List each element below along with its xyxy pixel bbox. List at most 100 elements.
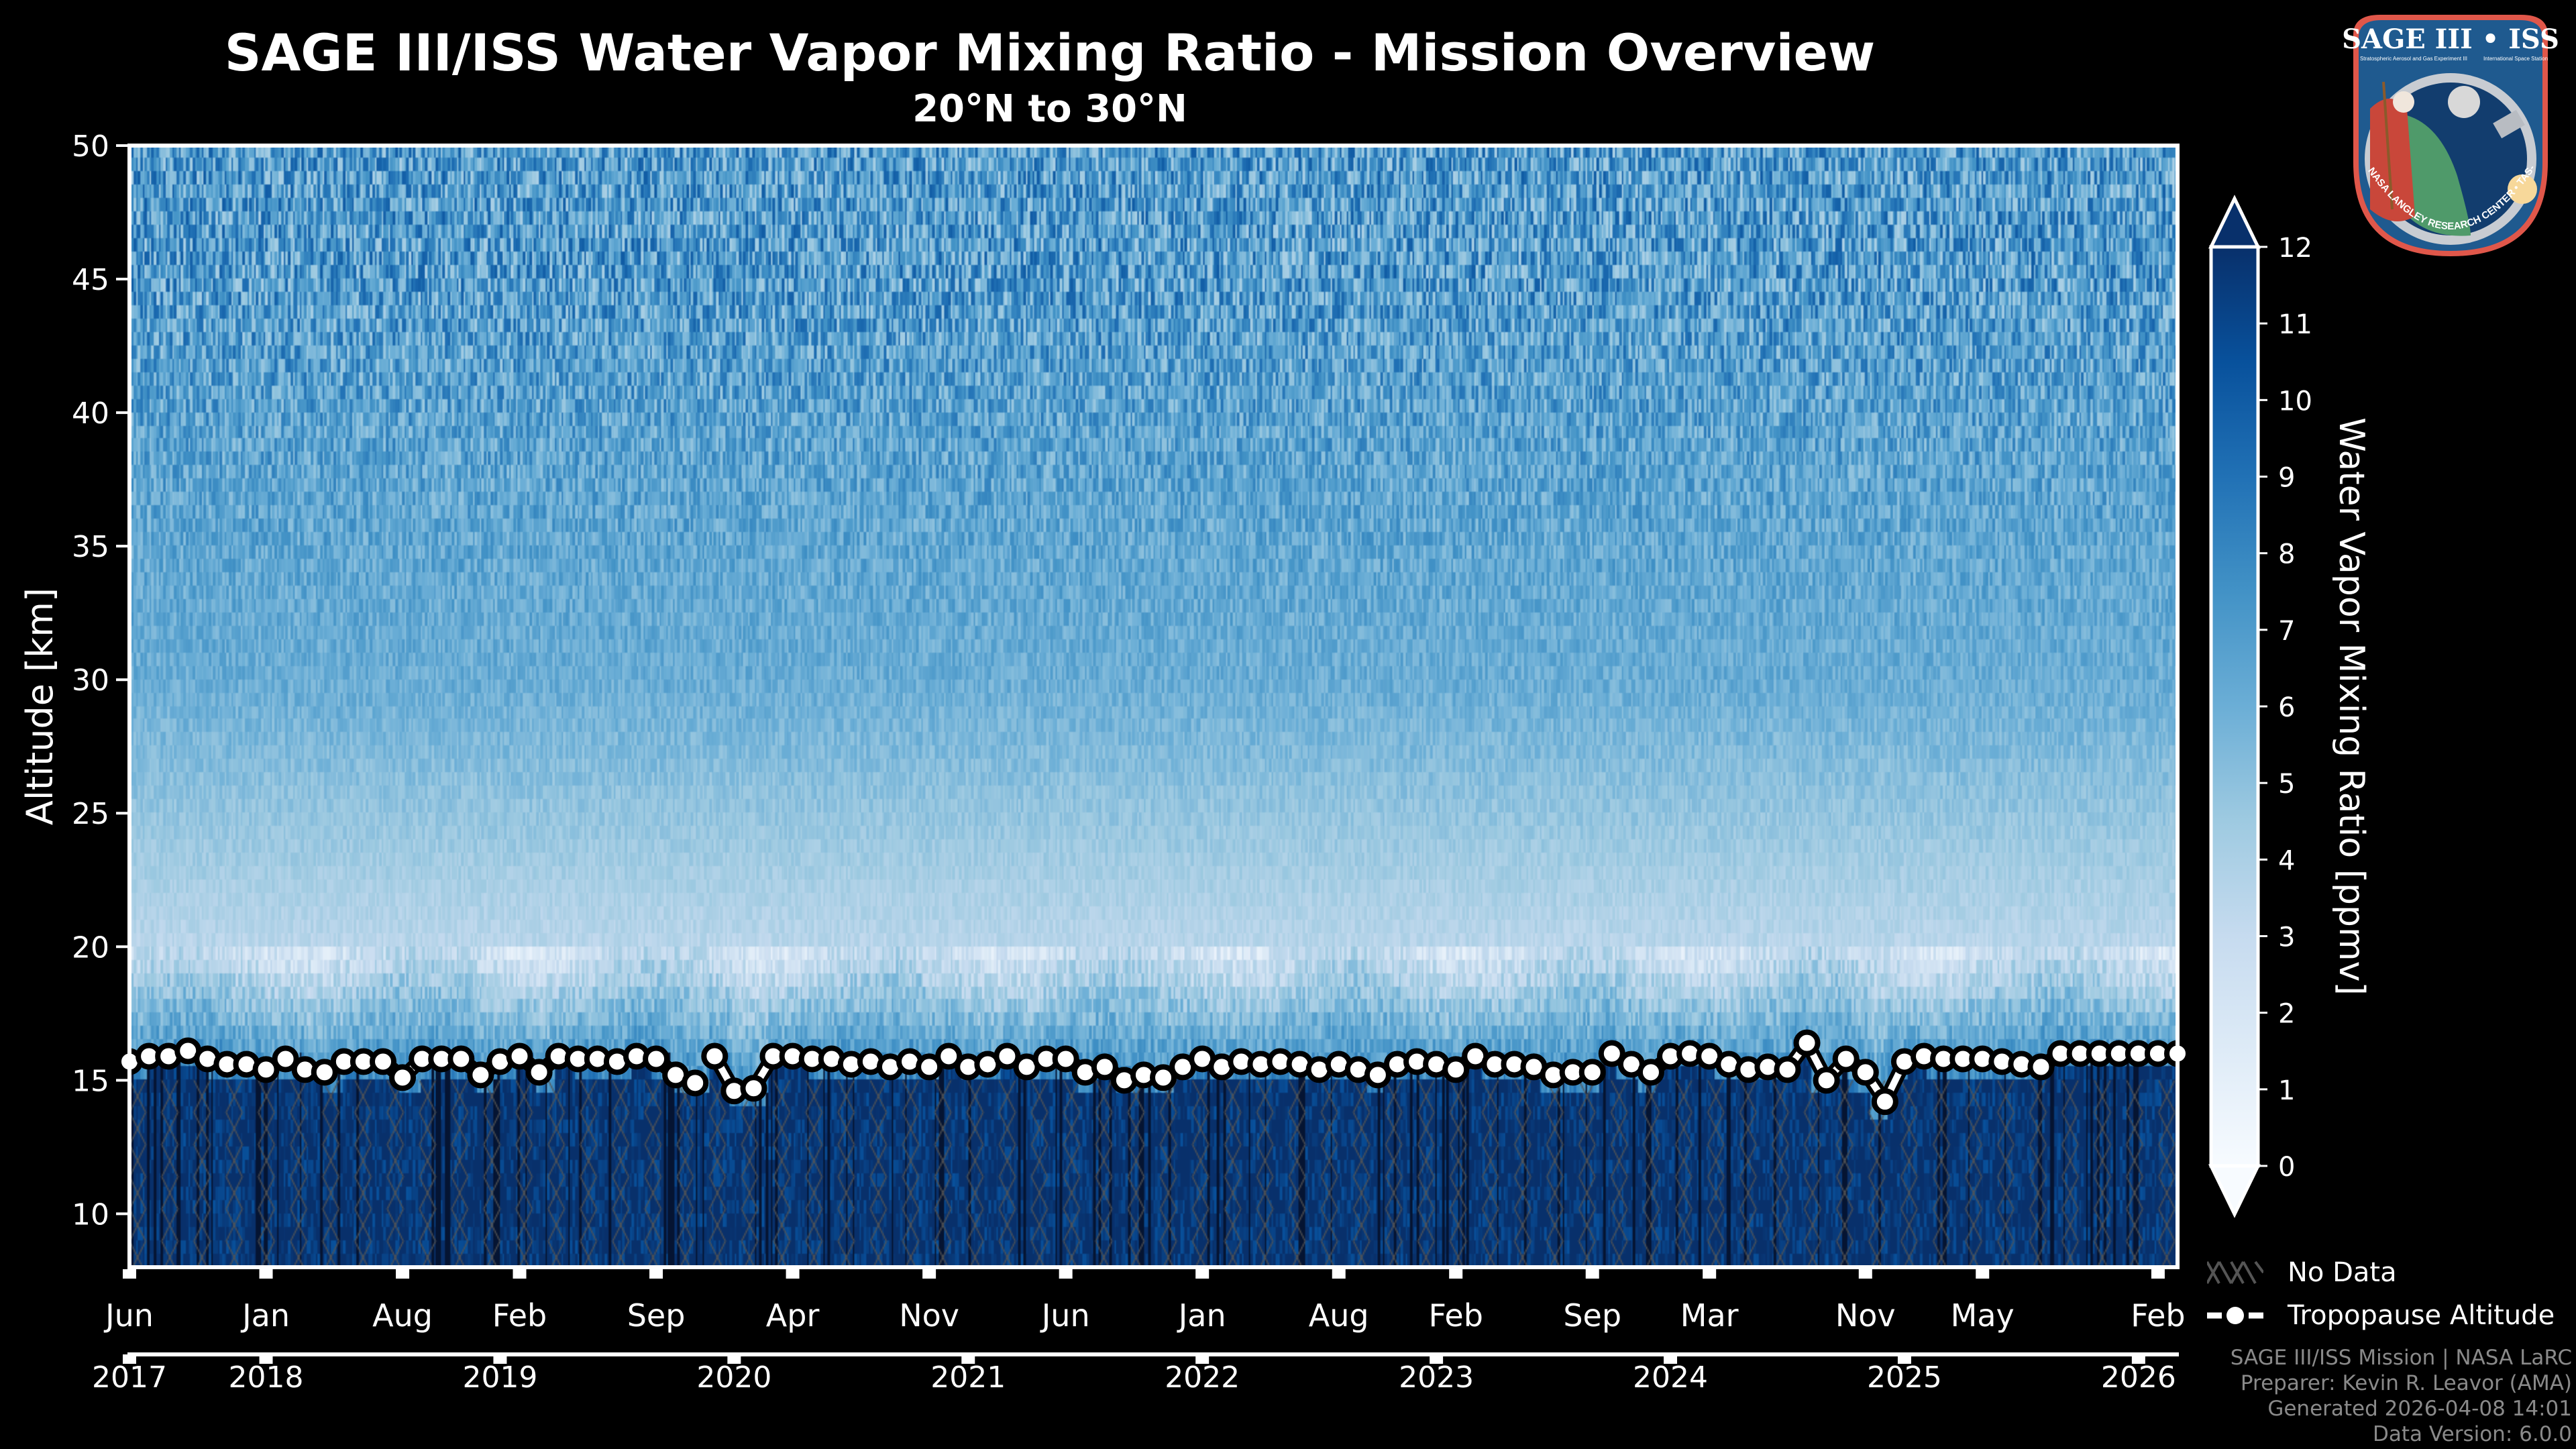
x-month-tick-mark [1976, 1269, 1990, 1279]
tropopause-point [643, 1045, 670, 1073]
x-month-tick-mark [396, 1269, 410, 1279]
colorbar-extend-max [2208, 195, 2261, 249]
x-month-tick-mark [786, 1269, 800, 1279]
logo-caption-left: Stratospheric Aerosol and Gas Experiment… [2360, 56, 2467, 62]
colorbar-tick-label: 8 [2278, 539, 2295, 570]
x-month-tick-label: Sep [627, 1297, 686, 1334]
x-year-tick-mark [727, 1354, 741, 1364]
footer-mission: SAGE III/ISS Mission | NASA LaRC [2230, 1346, 2572, 1370]
x-month-tick-label: Apr [766, 1297, 820, 1334]
logo-staff-icon [2382, 81, 2394, 210]
colorbar-gradient [2209, 245, 2260, 1168]
tropopause-point [1851, 1059, 1879, 1086]
tropopause-point [447, 1045, 475, 1073]
x-month-tick-label: Feb [492, 1297, 547, 1334]
x-year-tick-mark [493, 1354, 507, 1364]
y-tick-label: 25 [72, 797, 109, 831]
y-tick-label: 10 [72, 1197, 109, 1232]
y-tick-label: 45 [72, 263, 109, 297]
x-month-tick-mark [2151, 1269, 2165, 1279]
x-month-tick-mark [649, 1269, 663, 1279]
x-month-tick-label: Jun [1040, 1297, 1090, 1334]
y-tick-label: 15 [72, 1064, 109, 1098]
x-month-tick-label: Jun [103, 1297, 154, 1334]
tropopause-point [1832, 1045, 1860, 1073]
x-month-tick-label: Nov [1835, 1297, 1896, 1334]
x-month-tick-mark [1332, 1269, 1346, 1279]
colorbar-tick-label: 11 [2278, 309, 2312, 340]
logo-wizard-head-icon [2393, 91, 2414, 113]
y-axis: 10 15 20 25 30 35 40 45 50 [72, 129, 127, 1232]
tropopause-point [1793, 1029, 1821, 1057]
tropopause-point [252, 1056, 280, 1083]
tropopause-point [1598, 1040, 1625, 1067]
logo-moon-icon [2448, 86, 2480, 118]
x-month-tick-mark [922, 1269, 936, 1279]
colorbar-tick-label: 7 [2278, 616, 2295, 647]
x-month-tick-mark [123, 1269, 136, 1279]
tropopause-point [994, 1042, 1021, 1070]
tropopause-point [740, 1075, 767, 1102]
tropopause-point [1813, 1067, 1840, 1094]
legend-label-no-data: No Data [2288, 1257, 2397, 1288]
y-axis-label: Altitude [km] [19, 588, 61, 825]
x-month-tick-mark [1585, 1269, 1599, 1279]
x-year-tick-label: 2022 [1165, 1360, 1240, 1395]
colorbar-tick-label: 1 [2278, 1075, 2295, 1106]
y-tick-label: 40 [72, 396, 109, 431]
tropopause-point [467, 1061, 494, 1089]
x-year-tick-label: 2023 [1399, 1360, 1474, 1395]
colorbar-tick-label: 9 [2278, 463, 2295, 494]
x-month-tick-label: Sep [1563, 1297, 1621, 1334]
tropopause-point [682, 1069, 709, 1097]
x-month-tick-mark [1449, 1269, 1463, 1279]
x-year-tick-mark [1195, 1354, 1210, 1364]
colorbar-extend-min [2208, 1164, 2261, 1218]
colorbar-tick-label: 0 [2278, 1152, 2295, 1183]
colorbar-tick-label: 10 [2278, 386, 2312, 417]
plot-frame [127, 144, 2180, 1269]
colorbar-tick-label: 3 [2278, 922, 2295, 953]
no-data-hatch-icon [2207, 1260, 2263, 1284]
logo-caption-right: International Space Station [2483, 56, 2548, 62]
tropopause-point [311, 1059, 338, 1086]
tropopause-point [1442, 1056, 1470, 1083]
x-axis-years: 2017 2018 2019 2020 2021 2022 2023 2024 2025 2026 [92, 1354, 2176, 1395]
x-month-tick-label: Feb [2131, 1297, 2185, 1334]
x-month-tick-label: May [1951, 1297, 2015, 1334]
x-month-tick-mark [1195, 1269, 1210, 1279]
legend-item-no-data: No Data [2207, 1251, 2555, 1294]
tropopause-point [1091, 1053, 1118, 1081]
tropopause-point [389, 1064, 417, 1091]
logo-title: SAGE III • ISS [2342, 23, 2559, 55]
footer-generated: Generated 2026-04-08 14:01 [2267, 1397, 2572, 1421]
x-year-tick-mark [2131, 1354, 2145, 1364]
x-year-tick-mark [1430, 1354, 1444, 1364]
tropopause-point [506, 1042, 533, 1070]
tropopause-line-marker-icon [2207, 1307, 2263, 1324]
x-axis-months: Jun Jan Aug Feb Sep Apr Nov Jun Jan Aug Feb Sep Mar N… [103, 1269, 2186, 1334]
tropopause-point [1871, 1088, 1898, 1116]
tropopause-point [935, 1042, 963, 1070]
x-month-tick-label: Mar [1680, 1297, 1739, 1334]
logo-sun-icon [2508, 174, 2537, 204]
legend-label-tropopause: Tropopause Altitude [2288, 1300, 2555, 1331]
x-month-tick-mark [513, 1269, 527, 1279]
x-year-tick-label: 2017 [92, 1360, 167, 1395]
x-month-tick-mark [1703, 1269, 1717, 1279]
tropopause-point [701, 1042, 729, 1070]
footer-data-version: Data Version: 6.0.0 [2372, 1422, 2572, 1446]
tropopause-series [116, 1029, 2191, 1116]
tropopause-point [1364, 1061, 1391, 1089]
tropopause-point [1637, 1059, 1664, 1086]
chart-subtitle: 20°N to 30°N [912, 87, 1187, 131]
x-year-tick-label: 2021 [930, 1360, 1006, 1395]
logo-iss-icon [2493, 109, 2525, 139]
x-year-tick-label: 2019 [462, 1360, 537, 1395]
x-year-tick-mark [961, 1354, 975, 1364]
x-year-tick-mark [123, 1354, 136, 1364]
tropopause-point [525, 1059, 553, 1086]
chart-title: SAGE III/ISS Water Vapor Mixing Ratio - … [224, 23, 1876, 83]
x-month-tick-label: Feb [1428, 1297, 1483, 1334]
